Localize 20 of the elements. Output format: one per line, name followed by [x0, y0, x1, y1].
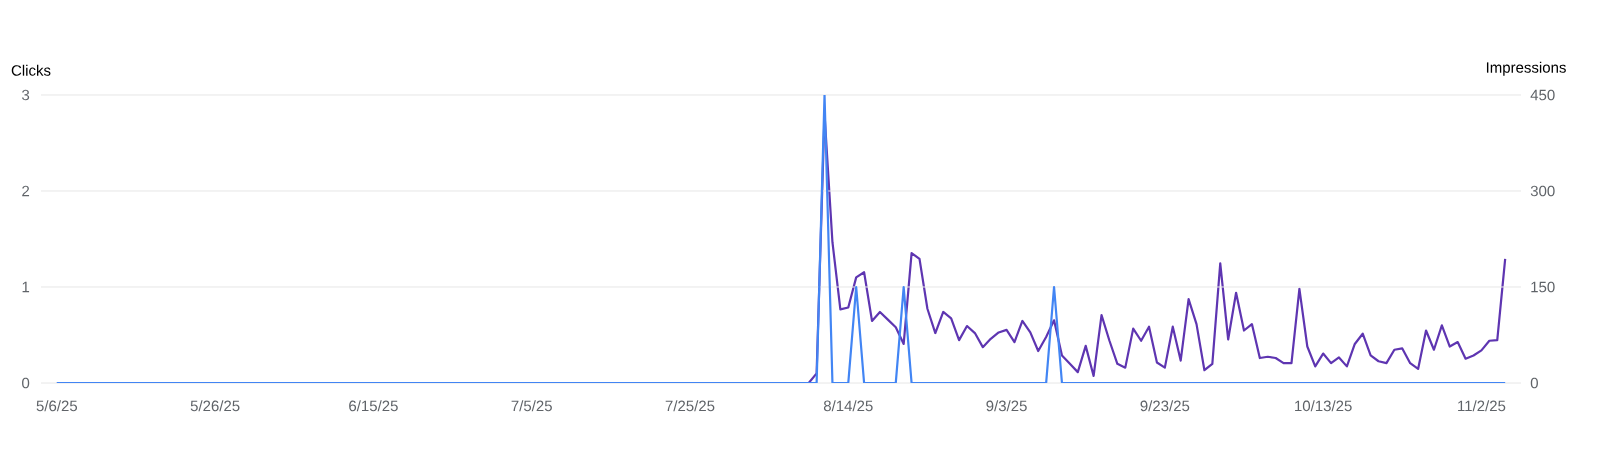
x-tick-label: 6/15/25 [349, 400, 398, 412]
x-tick-label: 5/26/25 [190, 400, 240, 412]
y-tick-label: 1 [22, 281, 30, 293]
x-tick-label: 5/6/25 [36, 400, 78, 412]
x-tick-label: 7/25/25 [665, 400, 715, 412]
y-tick-label: 2 [22, 185, 30, 197]
x-tick-label: 11/2/25 [1458, 400, 1506, 412]
x-tick-label: 9/23/25 [1140, 400, 1190, 412]
x-tick-label: 9/3/25 [986, 400, 1027, 412]
y2-tick-label: 0 [1530, 377, 1538, 389]
y2-tick-label: 150 [1531, 281, 1555, 293]
x-tick-label: 10/13/25 [1295, 400, 1352, 412]
y-tick-label: 0 [22, 377, 30, 389]
y-axis-title: Clicks [11, 64, 51, 76]
y2-axis-title: Impressions [1486, 61, 1566, 76]
y-tick-label: 3 [22, 89, 30, 101]
y2-tick-label: 300 [1530, 185, 1555, 197]
y2-tick-label: 450 [1530, 89, 1555, 101]
x-tick-label: 7/5/25 [511, 400, 552, 412]
x-tick-label: 8/14/25 [823, 400, 873, 412]
